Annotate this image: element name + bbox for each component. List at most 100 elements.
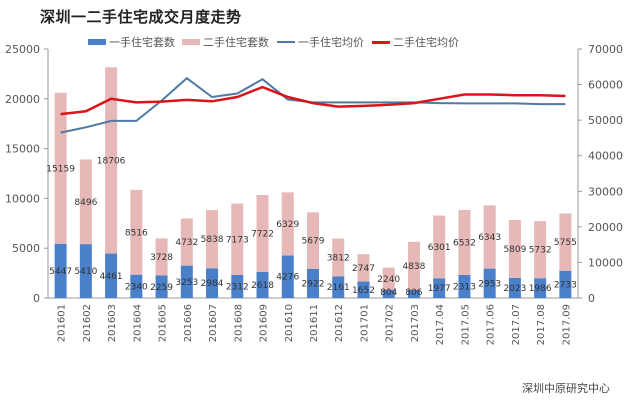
bar-new-units xyxy=(130,274,143,298)
bar-resale-units xyxy=(458,209,471,275)
x-axis-tick-label: 201610 xyxy=(284,304,295,342)
x-axis-tick-label: 2017.05 xyxy=(460,304,471,345)
x-axis-tick-label: 2017.09 xyxy=(561,304,572,345)
right-axis-tick-label: 50000 xyxy=(588,114,623,127)
line-new-price xyxy=(60,76,566,134)
data-label-resale: 15159 xyxy=(46,164,75,174)
right-axis-tick-label: 20000 xyxy=(588,221,623,234)
data-label-resale: 7173 xyxy=(226,235,249,245)
data-label-resale: 4732 xyxy=(175,238,198,248)
data-label-new: 4461 xyxy=(100,272,123,282)
bar-resale-units xyxy=(433,215,446,279)
legend-item-resale-price: 二手住宅均价 xyxy=(372,34,459,50)
bar-new-units xyxy=(534,278,547,298)
left-axis-tick-label: 5000 xyxy=(12,242,40,255)
bar-new-units xyxy=(332,276,345,298)
left-axis-tick-label: 0 xyxy=(33,292,40,305)
data-label-resale: 18706 xyxy=(97,156,126,166)
bar-resale-units xyxy=(508,219,521,278)
data-label-resale: 6301 xyxy=(428,243,451,253)
bar-resale-units xyxy=(155,238,168,276)
x-axis-tick-label: 201703 xyxy=(410,304,421,342)
data-label-new: 2161 xyxy=(327,283,350,293)
right-axis-tick-label: 30000 xyxy=(588,185,623,198)
data-label-new: 4276 xyxy=(276,273,299,283)
x-axis-tick-label: 201602 xyxy=(82,304,93,342)
chart-title: 深圳一二手住宅成交月度走势 xyxy=(40,8,242,26)
data-label-resale: 8516 xyxy=(125,228,148,238)
data-label-new: 1652 xyxy=(352,286,375,296)
left-axis-tick-label: 10000 xyxy=(5,192,40,205)
bar-new-units xyxy=(357,281,370,298)
bar-resale-units xyxy=(407,241,420,290)
data-label-new: 5447 xyxy=(49,267,72,277)
bar-new-units xyxy=(105,253,118,298)
x-axis-tick-label: 201607 xyxy=(208,304,219,342)
legend-swatch-bar-icon xyxy=(88,39,106,45)
data-label-resale: 3812 xyxy=(327,253,350,263)
x-axis-tick-label: 2017.07 xyxy=(511,304,522,345)
right-axis-tick-label: 60000 xyxy=(588,79,623,92)
bar-resale-units xyxy=(307,212,319,269)
x-axis-tick-label: 2017.08 xyxy=(536,304,547,345)
x-axis-tick-label: 201611 xyxy=(309,304,320,342)
bar-new-units xyxy=(79,244,92,298)
bar-new-units xyxy=(54,243,67,298)
data-label-resale: 6343 xyxy=(478,233,501,243)
data-label-resale: 3728 xyxy=(150,253,173,263)
data-label-resale: 2240 xyxy=(377,275,400,285)
data-label-resale: 5809 xyxy=(503,245,526,255)
data-label-new: 806 xyxy=(405,288,422,298)
data-label-resale: 2747 xyxy=(352,264,375,274)
bar-new-units xyxy=(483,268,496,298)
data-label-resale: 5755 xyxy=(554,238,577,248)
x-axis-tick-label: 201604 xyxy=(132,304,143,342)
bar-resale-units xyxy=(79,159,92,245)
data-label-new: 3253 xyxy=(175,278,198,288)
data-label-new: 1986 xyxy=(529,284,552,294)
x-axis-tick-label: 201605 xyxy=(158,304,169,342)
bar-new-units xyxy=(508,277,521,298)
data-label-resale: 7722 xyxy=(251,229,274,239)
legend-label: 二手住宅均价 xyxy=(393,36,459,49)
legend-item-resale-units: 二手住宅套数 xyxy=(182,34,269,50)
right-axis-tick-label: 40000 xyxy=(588,150,623,163)
data-label-new: 2313 xyxy=(453,282,476,292)
bar-new-units xyxy=(231,274,244,298)
legend-item-new-units: 一手住宅套数 xyxy=(88,34,175,50)
bar-new-units xyxy=(382,289,395,298)
chart-legend: 一手住宅套数 二手住宅套数 一手住宅均价 二手住宅均价 xyxy=(0,34,640,50)
bar-resale-units xyxy=(130,189,143,275)
bar-new-units xyxy=(180,265,193,298)
data-label-new: 804 xyxy=(380,288,397,298)
data-label-resale: 6329 xyxy=(276,220,299,230)
data-label-new: 2259 xyxy=(150,283,173,293)
bar-new-units xyxy=(433,278,446,298)
left-axis-tick-label: 20000 xyxy=(5,93,40,106)
legend-swatch-bar-icon xyxy=(182,39,200,45)
data-label-new: 2953 xyxy=(478,279,501,289)
data-label-new: 2733 xyxy=(554,280,577,290)
x-axis-tick-label: 201608 xyxy=(233,304,244,342)
x-axis-tick-label: 201701 xyxy=(359,304,370,342)
bar-resale-units xyxy=(534,221,547,279)
bar-new-units xyxy=(307,268,319,298)
bar-resale-units xyxy=(332,238,345,277)
x-axis-tick-label: 2017.06 xyxy=(486,304,497,345)
bar-new-units xyxy=(407,289,420,298)
data-label-new: 1977 xyxy=(428,284,451,294)
x-axis-tick-label: 201702 xyxy=(385,304,396,342)
bar-resale-units xyxy=(54,92,67,244)
bar-new-units xyxy=(458,274,471,298)
x-axis-tick-label: 201601 xyxy=(57,304,68,342)
right-axis-tick-label: 70000 xyxy=(588,43,623,56)
bar-resale-units xyxy=(483,205,496,269)
x-axis-tick-label: 201609 xyxy=(259,304,270,342)
data-label-resale: 4838 xyxy=(402,262,425,272)
bar-resale-units xyxy=(180,218,193,266)
data-label-new: 2340 xyxy=(125,282,148,292)
bar-new-units xyxy=(155,275,168,298)
right-axis-tick-label: 10000 xyxy=(588,256,623,269)
bar-resale-units xyxy=(559,213,572,271)
